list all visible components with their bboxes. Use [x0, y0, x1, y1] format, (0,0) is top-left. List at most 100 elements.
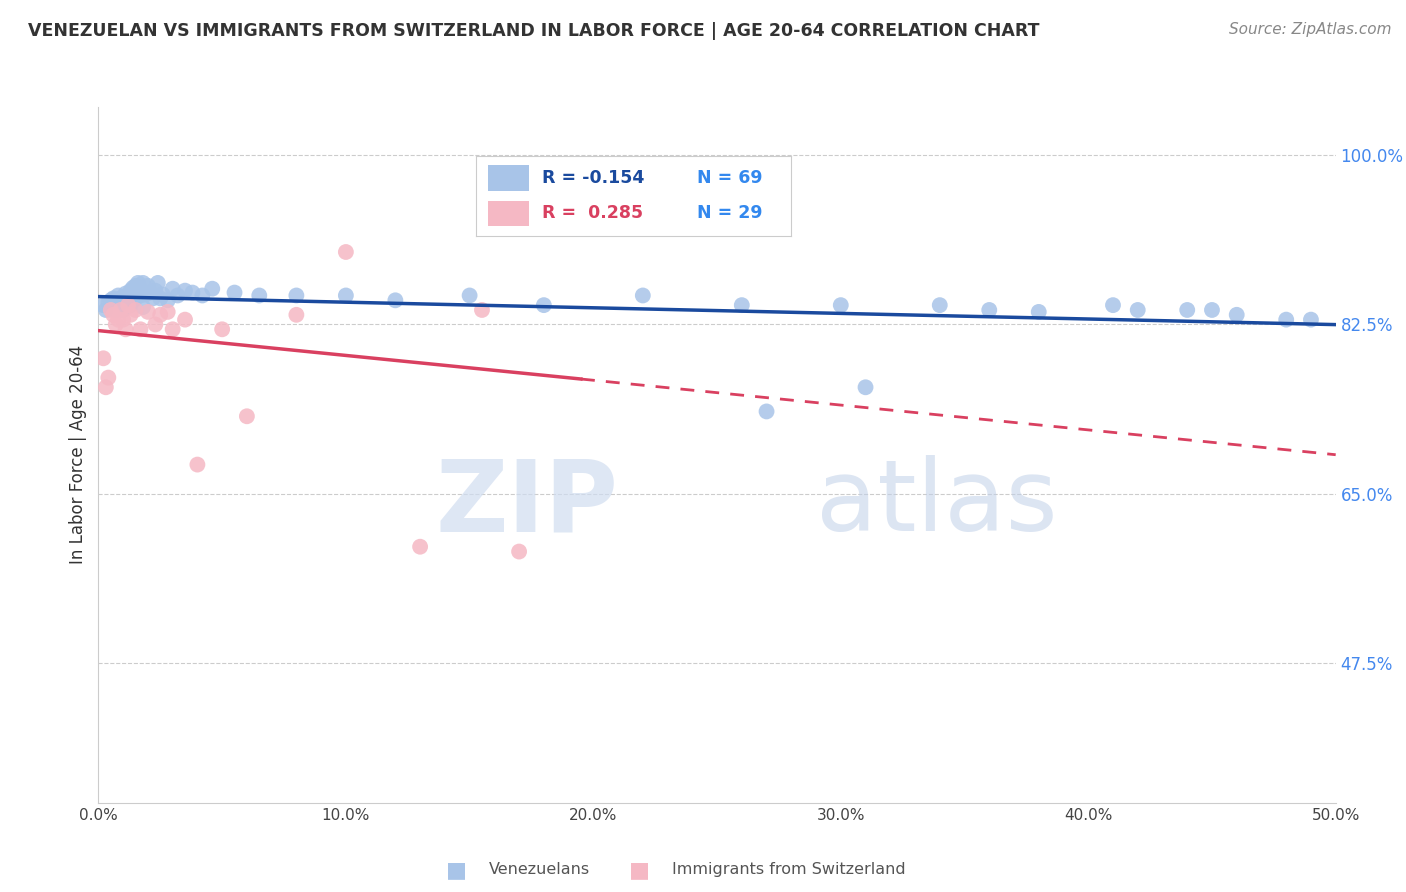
Point	[236, 409, 259, 424]
Text: N = 69: N = 69	[696, 169, 762, 186]
Point	[120, 308, 142, 322]
Point	[127, 276, 149, 290]
Point	[631, 288, 654, 302]
Text: Immigrants from Switzerland: Immigrants from Switzerland	[672, 863, 905, 877]
Point	[100, 303, 122, 318]
Point	[134, 287, 156, 301]
Point	[830, 298, 852, 312]
Point	[129, 288, 152, 302]
Point	[104, 303, 127, 318]
Point	[114, 322, 136, 336]
Point	[149, 308, 172, 322]
Point	[124, 278, 146, 293]
Point	[156, 305, 179, 319]
Point	[117, 298, 139, 312]
Point	[533, 298, 555, 312]
Point	[149, 291, 172, 305]
Point	[124, 303, 146, 318]
Point	[1299, 312, 1322, 326]
Point	[174, 312, 197, 326]
Point	[143, 318, 166, 332]
Point	[112, 312, 135, 326]
Point	[174, 284, 197, 298]
Text: ZIP: ZIP	[436, 455, 619, 552]
Point	[162, 282, 184, 296]
Bar	[488, 201, 530, 227]
Point	[103, 308, 125, 322]
Y-axis label: In Labor Force | Age 20-64: In Labor Force | Age 20-64	[69, 345, 87, 565]
Point	[112, 298, 135, 312]
Point	[120, 298, 142, 312]
Text: ■: ■	[447, 860, 467, 880]
Point	[1028, 305, 1050, 319]
Point	[107, 288, 129, 302]
Point	[136, 305, 159, 319]
Point	[94, 380, 117, 394]
Point	[458, 288, 481, 302]
Point	[979, 303, 1001, 318]
Point	[1226, 308, 1249, 322]
Text: VENEZUELAN VS IMMIGRANTS FROM SWITZERLAND IN LABOR FORCE | AGE 20-64 CORRELATION: VENEZUELAN VS IMMIGRANTS FROM SWITZERLAN…	[28, 22, 1039, 40]
Point	[928, 298, 950, 312]
Point	[129, 322, 152, 336]
Point	[384, 293, 406, 308]
Point	[1102, 298, 1125, 312]
Point	[201, 282, 224, 296]
Point	[247, 288, 270, 302]
Point	[112, 290, 135, 304]
Point	[471, 303, 494, 318]
Point	[103, 298, 125, 312]
Point	[755, 404, 778, 418]
Point	[107, 300, 129, 314]
Point	[139, 285, 162, 300]
Point	[181, 285, 204, 300]
Point	[110, 303, 132, 318]
Point	[104, 318, 127, 332]
Text: Venezuelans: Venezuelans	[489, 863, 591, 877]
Text: Source: ZipAtlas.com: Source: ZipAtlas.com	[1229, 22, 1392, 37]
Point	[100, 300, 122, 314]
Point	[117, 288, 139, 302]
Point	[569, 187, 592, 202]
Point	[93, 298, 115, 312]
Point	[146, 276, 169, 290]
Point	[120, 284, 142, 298]
Text: atlas: atlas	[815, 455, 1057, 552]
Point	[335, 288, 357, 302]
Point	[97, 370, 120, 384]
Text: ■: ■	[630, 860, 650, 880]
Point	[122, 281, 145, 295]
Text: R = -0.154: R = -0.154	[543, 169, 644, 186]
Point	[117, 295, 139, 310]
Point	[100, 293, 122, 308]
Point	[110, 291, 132, 305]
Point	[166, 288, 188, 302]
Point	[110, 296, 132, 310]
Point	[143, 284, 166, 298]
Point	[285, 288, 308, 302]
Point	[132, 276, 155, 290]
Point	[409, 540, 432, 554]
Point	[285, 308, 308, 322]
Point	[112, 303, 135, 318]
Point	[186, 458, 208, 472]
Point	[93, 351, 115, 366]
Point	[132, 300, 155, 314]
Point	[94, 303, 117, 318]
Point	[224, 285, 246, 300]
Point	[1126, 303, 1149, 318]
Point	[335, 244, 357, 259]
Point	[114, 286, 136, 301]
Point	[162, 322, 184, 336]
Point	[124, 291, 146, 305]
Point	[508, 544, 530, 558]
Point	[211, 322, 233, 336]
Point	[122, 293, 145, 308]
Point	[129, 282, 152, 296]
Point	[1175, 303, 1198, 318]
Bar	[488, 165, 530, 191]
Point	[104, 295, 127, 310]
Point	[114, 300, 136, 314]
Point	[97, 295, 120, 310]
Point	[152, 287, 174, 301]
